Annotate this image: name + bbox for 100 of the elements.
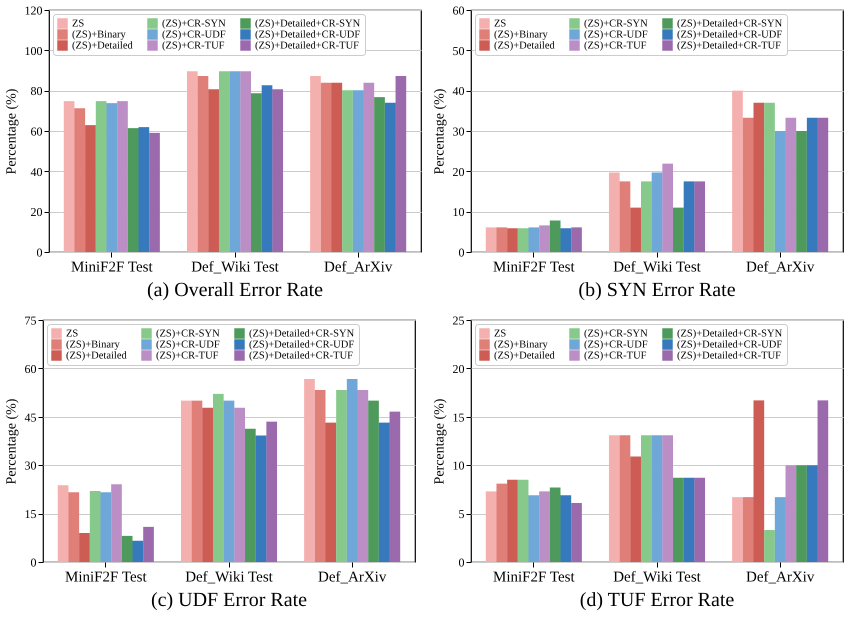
legend-label: (ZS)+Detailed+CR-UDF <box>249 340 354 350</box>
legend-label: (ZS)+CR-TUF <box>584 40 647 52</box>
bar <box>518 480 528 562</box>
bar <box>742 497 754 562</box>
bar <box>74 108 86 252</box>
bar <box>230 71 240 252</box>
bar <box>774 131 786 252</box>
bar <box>384 102 396 252</box>
legend-label: (ZS)+Binary <box>66 340 120 350</box>
bar <box>240 71 252 252</box>
text: (b) SYN Error Rate <box>578 279 736 301</box>
y-tick-label: 60 <box>24 362 36 376</box>
bar <box>180 400 192 562</box>
bar <box>774 497 786 562</box>
legend-label: (ZS)+CR-SYN <box>584 328 648 340</box>
bar <box>117 101 128 252</box>
y-tick-label: 20 <box>452 164 464 179</box>
bar <box>128 128 139 252</box>
y-tick-label: 20 <box>452 362 464 376</box>
legend-label: (ZS)+CR-UDF <box>156 340 220 350</box>
bar <box>818 118 828 252</box>
legend-label: (ZS)+CR-SYN <box>162 18 226 30</box>
bar <box>630 456 641 562</box>
legend-label: (ZS)+Detailed+CR-TUF <box>677 350 782 362</box>
legend-label: (ZS)+CR-SYN <box>584 18 648 30</box>
bar <box>507 480 518 562</box>
bar <box>732 90 743 252</box>
bar <box>806 118 818 252</box>
y-tick-label: 60 <box>30 124 42 138</box>
bar <box>620 435 630 562</box>
bar <box>100 492 112 562</box>
legend-label: (ZS)+Detailed+CR-UDF <box>677 30 782 40</box>
bar <box>796 465 807 562</box>
legend-label: (ZS)+CR-UDF <box>162 30 226 40</box>
legend-label: (ZS)+Detailed+CR-TUF <box>255 40 360 52</box>
y-tick-label: 30 <box>24 458 36 473</box>
y-tick-label: 5 <box>458 507 464 522</box>
bar <box>673 478 684 562</box>
bar <box>796 131 807 252</box>
bar <box>662 435 674 562</box>
legend-label: (ZS)+Binary <box>494 340 548 350</box>
bar <box>58 485 68 562</box>
legend-label: (ZS)+Binary <box>494 30 548 40</box>
bar <box>560 228 572 252</box>
y-tick-label: 10 <box>452 205 464 220</box>
x-tick-label: MiniF2F Test <box>493 260 576 276</box>
bar <box>694 181 706 252</box>
legend-label: (ZS)+CR-TUF <box>162 40 225 52</box>
bar <box>608 435 620 562</box>
y-axis-title: Percentage (%) <box>4 88 20 174</box>
bar <box>143 526 154 562</box>
y-tick-label: 100 <box>24 44 42 58</box>
y-tick-label: 30 <box>452 124 464 138</box>
bar <box>378 422 390 562</box>
y-axis-title: Percentage (%) <box>432 398 448 484</box>
bar <box>694 478 706 562</box>
y-tick-label: 40 <box>452 84 464 98</box>
bar <box>192 400 202 562</box>
bar <box>673 208 684 252</box>
bar <box>138 127 150 252</box>
bar <box>684 181 694 252</box>
bar <box>352 90 364 252</box>
bar <box>560 495 572 562</box>
y-tick-label: 50 <box>452 44 464 58</box>
y-tick-label: 45 <box>24 410 36 424</box>
bar <box>550 487 561 562</box>
legend-label: ZS <box>494 18 506 30</box>
text: (a) Overall Error Rate <box>146 279 324 301</box>
legend-label: (ZS)+Detailed+CR-SYN <box>249 328 355 340</box>
bar <box>662 164 674 252</box>
legend-label: (ZS)+CR-SYN <box>156 328 220 340</box>
legend-label: (ZS)+Detailed+CR-TUF <box>677 40 782 52</box>
bar <box>342 90 353 252</box>
bar <box>79 532 90 562</box>
bar <box>390 412 400 562</box>
legend-label: (ZS)+CR-UDF <box>584 340 648 350</box>
bar <box>202 408 213 562</box>
bar <box>528 495 540 562</box>
legend-label: (ZS)+Binary <box>72 30 126 40</box>
bar <box>786 118 796 252</box>
bar <box>325 422 336 562</box>
bar <box>732 497 743 562</box>
y-tick-label: 80 <box>30 84 42 98</box>
x-tick-label: Def_ArXiv <box>324 260 393 276</box>
y-tick-label: 0 <box>458 556 464 570</box>
legend-label: (ZS)+Detailed+CR-SYN <box>677 18 783 30</box>
bar <box>608 172 620 252</box>
bar <box>364 82 374 252</box>
bar <box>368 400 379 562</box>
bar <box>245 428 256 562</box>
bar <box>96 101 106 252</box>
bar <box>358 390 368 562</box>
legend-label: (ZS)+Detailed <box>494 40 556 52</box>
text: (c) UDF Error Rate <box>150 589 308 611</box>
bar <box>786 465 796 562</box>
bar <box>539 225 550 252</box>
bar <box>186 71 198 252</box>
x-tick-label: Def_ArXiv <box>746 260 815 276</box>
y-tick-label: 40 <box>30 164 42 179</box>
bar <box>652 435 662 562</box>
